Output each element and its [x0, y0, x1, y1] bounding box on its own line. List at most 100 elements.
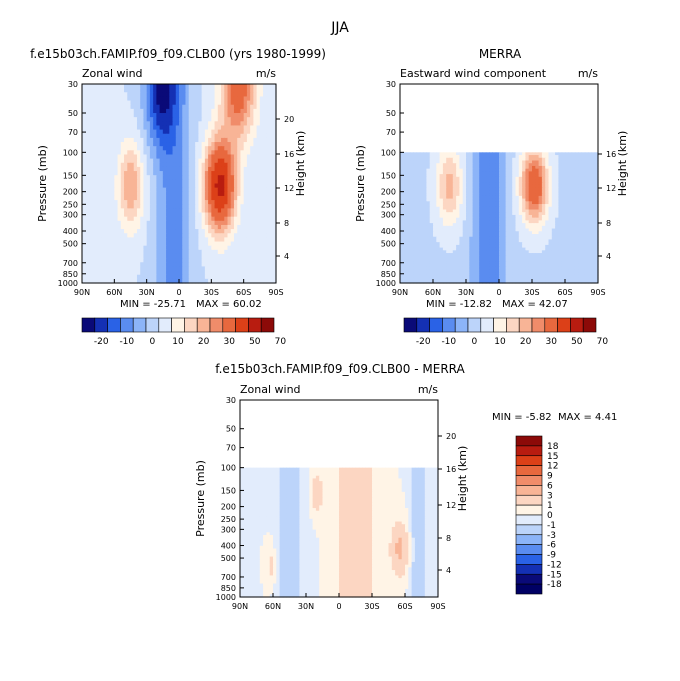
field-cell — [175, 121, 180, 127]
field-cell — [185, 212, 190, 218]
field-cell — [221, 253, 225, 259]
field-cell — [114, 96, 119, 102]
field-cell — [492, 225, 497, 230]
field-cell — [502, 223, 507, 227]
field-cell — [211, 278, 216, 284]
field-cell — [522, 184, 526, 189]
field-cell — [482, 184, 487, 189]
field-cell — [149, 245, 154, 251]
field-cell — [185, 258, 190, 263]
field-cell — [130, 253, 135, 259]
field-cell — [143, 245, 148, 251]
field-cell — [130, 117, 135, 122]
field-cell — [217, 249, 222, 255]
field-cell — [403, 220, 408, 224]
field-cell — [555, 152, 559, 156]
field-cell — [250, 104, 254, 110]
field-cell — [272, 104, 277, 110]
field-cell — [584, 209, 589, 213]
field-cell — [204, 249, 209, 255]
field-cell — [548, 214, 553, 219]
field-cell — [240, 100, 245, 106]
field-cell — [130, 249, 135, 255]
field-cell — [240, 200, 245, 205]
field-cell — [243, 274, 248, 280]
field-cell — [185, 229, 190, 234]
field-cell — [153, 224, 157, 230]
field-cell — [591, 176, 596, 181]
field-cell — [515, 190, 520, 194]
field-cell — [429, 228, 434, 232]
field-cell — [107, 191, 112, 197]
field-cell — [594, 201, 599, 205]
field-cell — [246, 274, 251, 280]
field-cell — [413, 209, 418, 213]
field-cell — [475, 190, 480, 194]
field-cell — [224, 241, 229, 247]
field-cell — [246, 108, 251, 114]
field-cell — [230, 212, 235, 218]
field-cell — [182, 171, 187, 176]
field-cell — [146, 270, 151, 276]
field-cell — [456, 217, 460, 221]
field-cell — [525, 242, 530, 246]
field-cell — [555, 193, 559, 197]
field-cell — [133, 191, 138, 197]
field-cell — [541, 214, 546, 219]
field-cell — [217, 237, 222, 243]
field-cell — [101, 241, 106, 247]
field-cell — [475, 212, 480, 216]
field-cell — [107, 96, 112, 102]
field-cell — [124, 187, 128, 193]
field-cell — [436, 223, 441, 227]
field-cell — [452, 152, 457, 156]
field-cell — [179, 191, 183, 197]
field-cell — [584, 179, 589, 183]
field-cell — [472, 155, 477, 159]
field-cell — [120, 187, 125, 193]
field-cell — [221, 249, 225, 255]
field-cell — [204, 175, 209, 180]
field-cell — [149, 204, 154, 209]
field-cell — [191, 179, 196, 185]
field-cell — [578, 193, 583, 197]
field-cell — [214, 88, 219, 93]
field-cell — [240, 154, 245, 160]
field-cell — [499, 217, 503, 221]
field-cell — [515, 165, 520, 170]
field-cell — [101, 200, 106, 205]
field-cell — [191, 146, 196, 151]
field-cell — [214, 183, 219, 189]
field-cell — [217, 262, 222, 268]
field-cell — [400, 225, 404, 230]
field-cell — [198, 200, 203, 205]
field-cell — [528, 225, 533, 230]
field-cell — [439, 234, 444, 238]
field-cell — [535, 198, 540, 202]
field-cell — [130, 162, 135, 168]
field-cell — [433, 214, 437, 219]
field-cell — [221, 270, 225, 276]
field-cell — [91, 154, 96, 160]
field-cell — [259, 146, 264, 151]
field-cell — [124, 117, 128, 122]
field-cell — [403, 174, 408, 178]
field-cell — [259, 229, 264, 234]
field-cell — [591, 209, 596, 213]
field-cell — [240, 270, 245, 276]
field-cell — [159, 146, 164, 151]
field-cell — [149, 270, 154, 276]
field-cell — [237, 200, 242, 205]
field-cell — [269, 113, 274, 118]
field-cell — [191, 191, 196, 197]
field-cell — [469, 176, 474, 181]
field-cell — [98, 233, 102, 238]
field-cell — [508, 176, 513, 181]
field-cell — [156, 200, 161, 205]
field-cell — [107, 258, 112, 263]
field-cell — [269, 129, 274, 135]
field-cell — [179, 100, 183, 106]
field-cell — [442, 187, 447, 192]
field-cell — [469, 179, 474, 183]
field-cell — [182, 125, 187, 131]
